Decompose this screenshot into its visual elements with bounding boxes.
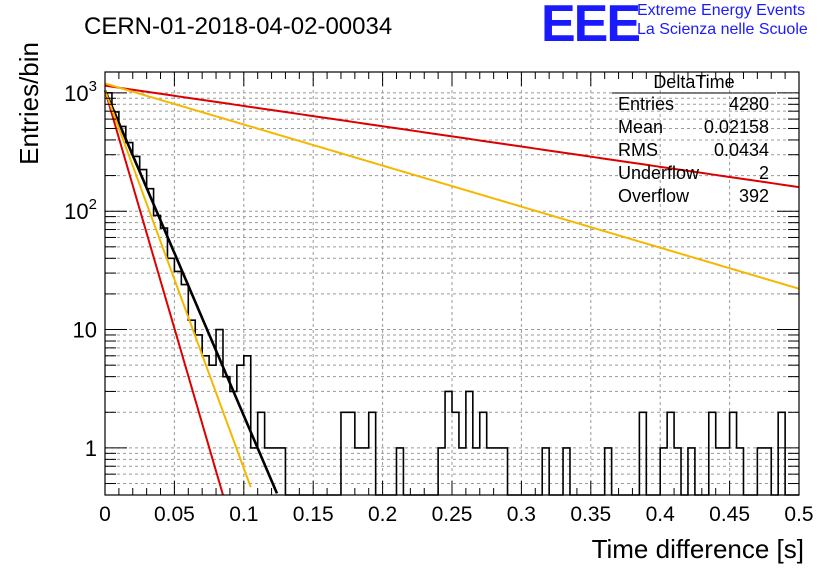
- y-tick-label: 10: [73, 318, 97, 343]
- fit-curve: [104, 90, 224, 496]
- stats-overflow-label: Overflow: [618, 186, 690, 206]
- fit-curve: [104, 89, 252, 488]
- x-tick-label: 0.5: [784, 503, 813, 526]
- stats-entries-label: Entries: [618, 94, 674, 114]
- fit-curves: [103, 82, 800, 496]
- x-tick-label: 0.15: [293, 503, 334, 526]
- x-tick-label: 0.25: [432, 503, 473, 526]
- y-axis-label: Entries/bin: [14, 42, 44, 165]
- chart-title: CERN-01-2018-04-02-00034: [84, 13, 392, 40]
- stats-entries-value: 4280: [729, 94, 769, 114]
- x-axis-label: Time difference [s]: [592, 534, 804, 564]
- x-tick-label: 0.45: [709, 503, 750, 526]
- y-tick-label: 102: [64, 196, 97, 224]
- grid-lines: [105, 72, 799, 496]
- fit-curve: [103, 89, 279, 494]
- x-tick-label: 0.35: [570, 503, 611, 526]
- logo-line-1: Extreme Energy Events: [637, 2, 806, 19]
- eee-logo: EEE: [541, 0, 641, 53]
- stats-mean-value: 0.02158: [704, 117, 769, 137]
- x-tick-label: 0: [99, 503, 111, 526]
- tick-labels: 0 0.05 0.1 0.15 0.2 0.25 0.3 0.35 0.4 0.45 0.5 1 10 1…: [64, 78, 813, 526]
- x-tick-label: 0.4: [646, 503, 676, 526]
- x-tick-label: 0.3: [507, 503, 536, 526]
- fit-curve: [104, 84, 800, 189]
- stats-box: DeltaTime Entries 4280 Mean 0.02158 RMS …: [612, 72, 776, 206]
- x-tick-label: 0.1: [229, 503, 258, 526]
- x-tick-label: 0.2: [368, 503, 397, 526]
- axis-ticks: [104, 72, 800, 496]
- y-tick-label: 103: [64, 78, 97, 106]
- y-tick-label: 1: [85, 436, 97, 461]
- logo-line-2: La Scienza nelle Scuole: [637, 21, 808, 38]
- stats-underflow-label: Underflow: [618, 163, 700, 183]
- stats-rms-value: 0.0434: [714, 140, 769, 160]
- stats-rms-label: RMS: [618, 140, 658, 160]
- stats-overflow-value: 392: [739, 186, 769, 206]
- stats-box-title: DeltaTime: [653, 72, 734, 92]
- x-tick-label: 0.05: [154, 503, 195, 526]
- stats-mean-label: Mean: [618, 117, 663, 137]
- stats-underflow-value: 2: [759, 163, 769, 183]
- fit-curve: [104, 82, 800, 290]
